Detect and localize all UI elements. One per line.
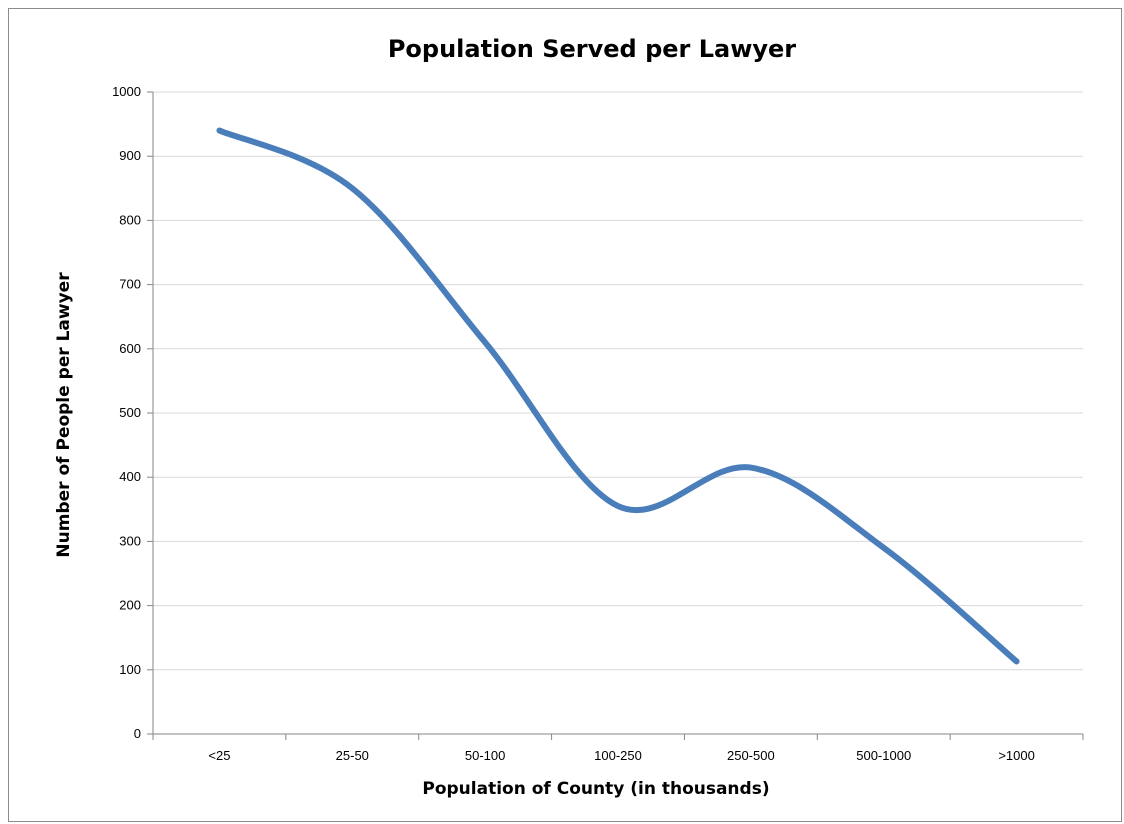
- x-axis-title: Population of County (in thousands): [422, 779, 769, 799]
- y-tick-label: 700: [119, 277, 141, 292]
- data-point-5: [881, 545, 887, 551]
- data-point-1: [349, 185, 355, 191]
- data-point-6: [1014, 658, 1020, 664]
- data-point-3: [615, 503, 621, 509]
- y-tick-label: 400: [119, 469, 141, 484]
- y-axis-title: Number of People per Lawyer: [54, 272, 74, 558]
- x-tick-label: 50-100: [465, 748, 505, 763]
- x-tick-label: 500-1000: [856, 748, 911, 763]
- data-point-0: [216, 128, 222, 134]
- y-tick-label: 0: [134, 726, 141, 741]
- x-tick-label: 25-50: [336, 748, 369, 763]
- line-chart: 0 100 200 300 400 500 600 700 800 900 1000 <25 25-5…: [54, 35, 1084, 799]
- chart-area: 0 100 200 300 400 500 600 700 800 900 1000 <25 25-5…: [8, 8, 1122, 822]
- y-tick-label: 800: [119, 212, 141, 227]
- y-tick-label: 300: [119, 533, 141, 548]
- x-tick-label: <25: [208, 748, 230, 763]
- series-layer: [216, 127, 1020, 665]
- data-point-4: [748, 465, 754, 471]
- chart-title: Population Served per Lawyer: [388, 35, 796, 63]
- x-axis-tick-labels: <25 25-50 50-100 100-250 250-500 500-1000 >100…: [208, 748, 1034, 763]
- series-line: [216, 127, 1020, 665]
- y-tick-label: 600: [119, 341, 141, 356]
- axes: [147, 91, 1084, 740]
- gridlines: [153, 91, 1083, 671]
- y-tick-label: 900: [119, 148, 141, 163]
- y-tick-label: 500: [119, 405, 141, 420]
- x-tick-label: 100-250: [594, 748, 642, 763]
- y-tick-label: 1000: [112, 84, 141, 99]
- x-tick-label: 250-500: [727, 748, 775, 763]
- y-tick-label: 100: [119, 662, 141, 677]
- y-tick-label: 200: [119, 598, 141, 613]
- data-point-2: [482, 339, 488, 345]
- x-tick-label: >1000: [998, 748, 1035, 763]
- y-axis-tick-labels: 0 100 200 300 400 500 600 700 800 900 1000: [112, 84, 141, 741]
